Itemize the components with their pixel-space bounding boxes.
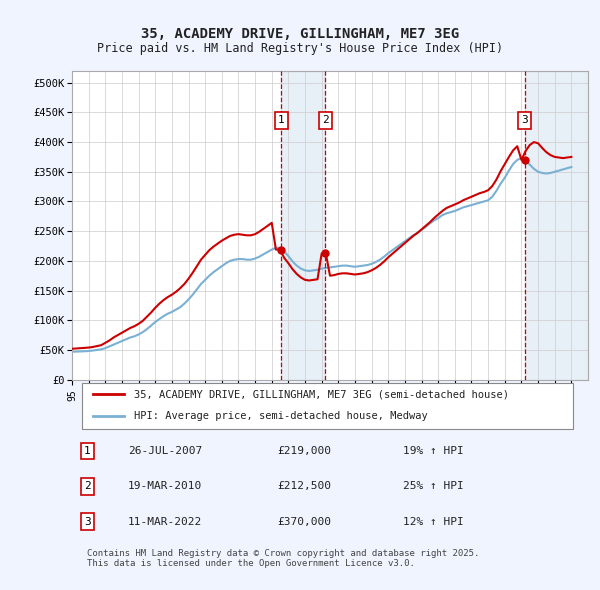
Text: 25% ↑ HPI: 25% ↑ HPI bbox=[403, 481, 464, 491]
Text: 35, ACADEMY DRIVE, GILLINGHAM, ME7 3EG (semi-detached house): 35, ACADEMY DRIVE, GILLINGHAM, ME7 3EG (… bbox=[134, 389, 509, 399]
Text: 19% ↑ HPI: 19% ↑ HPI bbox=[403, 446, 464, 456]
Bar bbox=[524, 71, 588, 379]
FancyBboxPatch shape bbox=[82, 384, 572, 428]
Text: £212,500: £212,500 bbox=[277, 481, 331, 491]
Text: 3: 3 bbox=[84, 517, 91, 527]
Text: 2: 2 bbox=[322, 115, 329, 125]
Text: 35, ACADEMY DRIVE, GILLINGHAM, ME7 3EG: 35, ACADEMY DRIVE, GILLINGHAM, ME7 3EG bbox=[141, 27, 459, 41]
Text: 19-MAR-2010: 19-MAR-2010 bbox=[128, 481, 202, 491]
Text: £370,000: £370,000 bbox=[277, 517, 331, 527]
Text: 2: 2 bbox=[84, 481, 91, 491]
Text: 1: 1 bbox=[278, 115, 284, 125]
Text: 3: 3 bbox=[521, 115, 528, 125]
Text: HPI: Average price, semi-detached house, Medway: HPI: Average price, semi-detached house,… bbox=[134, 411, 428, 421]
Text: Price paid vs. HM Land Registry's House Price Index (HPI): Price paid vs. HM Land Registry's House … bbox=[97, 42, 503, 55]
Text: £219,000: £219,000 bbox=[277, 446, 331, 456]
Text: 26-JUL-2007: 26-JUL-2007 bbox=[128, 446, 202, 456]
Bar bbox=[281, 71, 325, 379]
Text: 11-MAR-2022: 11-MAR-2022 bbox=[128, 517, 202, 527]
Text: Contains HM Land Registry data © Crown copyright and database right 2025.
This d: Contains HM Land Registry data © Crown c… bbox=[88, 549, 480, 568]
Text: 1: 1 bbox=[84, 446, 91, 456]
Text: 12% ↑ HPI: 12% ↑ HPI bbox=[403, 517, 464, 527]
